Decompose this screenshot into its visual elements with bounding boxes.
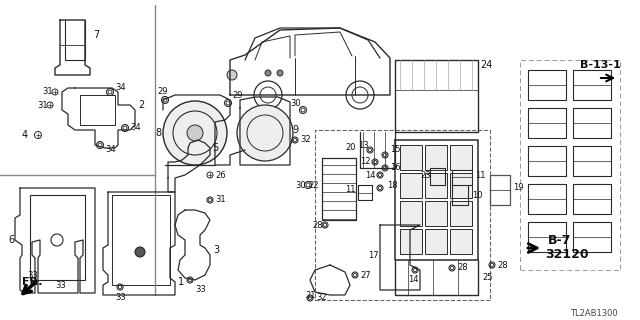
Text: 31: 31	[37, 100, 47, 109]
Bar	[425, 145, 447, 170]
Circle shape	[187, 125, 203, 141]
Text: 2: 2	[138, 100, 144, 110]
Text: 18: 18	[387, 180, 397, 189]
Text: 14: 14	[408, 276, 419, 284]
Text: 10: 10	[472, 190, 483, 199]
Bar	[425, 229, 447, 254]
Text: 16: 16	[390, 164, 401, 172]
Text: 28: 28	[312, 220, 323, 229]
Text: 31: 31	[42, 87, 52, 97]
Circle shape	[163, 101, 227, 165]
Bar	[450, 229, 472, 254]
Circle shape	[227, 70, 237, 80]
Bar	[30, 195, 85, 280]
Text: 30: 30	[290, 99, 301, 108]
Text: 11: 11	[475, 171, 486, 180]
Text: 5: 5	[212, 143, 218, 153]
Bar	[400, 145, 422, 170]
Text: 17: 17	[368, 251, 379, 260]
Text: 34: 34	[105, 146, 116, 155]
Bar	[450, 173, 472, 198]
Text: 32120: 32120	[545, 249, 589, 261]
Bar	[315, 130, 490, 300]
Text: 29: 29	[157, 87, 168, 97]
Text: 12: 12	[360, 157, 371, 166]
Text: 33: 33	[195, 285, 205, 294]
Bar	[400, 173, 422, 198]
Text: 14: 14	[365, 171, 376, 180]
Text: 20: 20	[345, 143, 355, 153]
Text: B-7: B-7	[548, 234, 572, 246]
Text: 13: 13	[358, 140, 369, 149]
Text: 25: 25	[482, 274, 493, 283]
Text: 31: 31	[215, 196, 226, 204]
Text: 6: 6	[8, 235, 14, 245]
Text: 32: 32	[316, 293, 326, 302]
Bar	[450, 145, 472, 170]
Text: 33: 33	[115, 293, 125, 302]
Text: 26: 26	[215, 171, 226, 180]
Bar	[520, 60, 620, 270]
Text: 33: 33	[55, 281, 66, 290]
Bar	[112, 195, 170, 285]
Text: 34: 34	[115, 84, 125, 92]
Text: 33: 33	[27, 270, 38, 279]
Text: 28: 28	[497, 260, 508, 269]
Text: 23: 23	[420, 171, 431, 180]
Text: 3: 3	[213, 245, 219, 255]
Text: 7: 7	[93, 30, 99, 40]
Text: 8: 8	[155, 128, 161, 138]
Text: 4: 4	[22, 130, 28, 140]
Circle shape	[135, 247, 145, 257]
Circle shape	[277, 70, 283, 76]
Text: 30: 30	[295, 180, 306, 189]
Text: TL2AB1300: TL2AB1300	[570, 308, 618, 317]
Text: 28: 28	[457, 263, 468, 273]
Text: 29: 29	[232, 91, 243, 100]
Bar	[400, 201, 422, 226]
Text: 15: 15	[390, 146, 401, 155]
Text: 32: 32	[300, 135, 310, 145]
Text: 24: 24	[480, 60, 492, 70]
Text: 21: 21	[305, 291, 316, 300]
Text: 19: 19	[513, 183, 524, 193]
Bar	[400, 229, 422, 254]
Text: 34: 34	[130, 124, 141, 132]
Text: 9: 9	[292, 125, 298, 135]
Text: B-13-1: B-13-1	[580, 60, 621, 70]
Text: 22: 22	[308, 180, 319, 189]
Text: FR.: FR.	[22, 277, 42, 287]
Text: 11: 11	[345, 186, 355, 195]
Bar	[425, 173, 447, 198]
Bar	[425, 201, 447, 226]
Circle shape	[237, 105, 293, 161]
Bar	[450, 201, 472, 226]
Circle shape	[265, 70, 271, 76]
Text: 27: 27	[360, 270, 371, 279]
Text: 1: 1	[178, 277, 184, 287]
